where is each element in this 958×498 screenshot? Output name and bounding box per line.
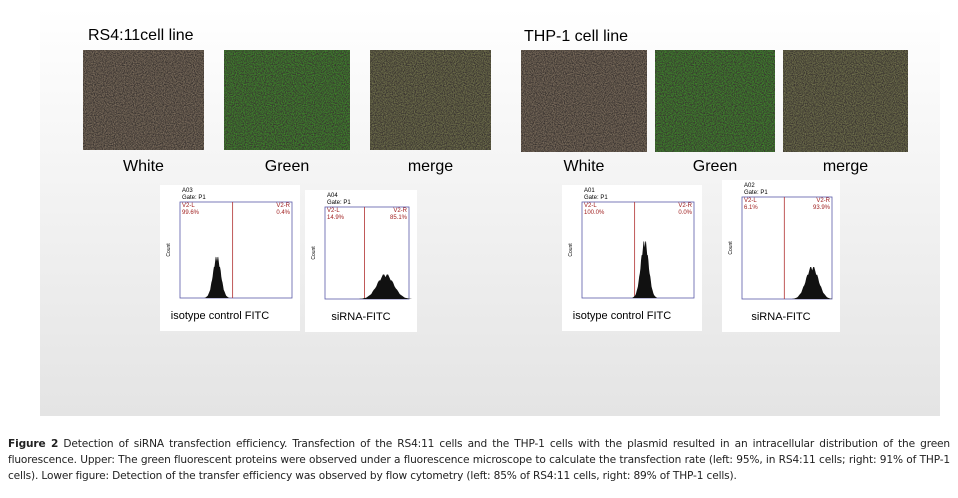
left-percent: 99.6% [182,210,200,216]
panel-gate: Gate: P1 [182,195,206,201]
figure-caption: Figure 2 Detection of siRNA transfection… [8,436,950,484]
panel-id: A01 [584,188,595,194]
histogram [792,267,832,299]
caption-label: Figure 2 [8,438,59,450]
left-region: V2-L [182,203,195,209]
left-title: RS4:11cell line [88,27,194,44]
micrograph [224,50,350,150]
panel-gate: Gate: P1 [584,195,608,201]
right-region: V2-R [276,203,290,209]
micrograph-label: merge [408,158,453,175]
right-percent: 93.9% [813,205,831,211]
micrograph [83,50,204,150]
micrograph [783,50,908,152]
micrograph-label: Green [693,158,737,175]
micrograph-label: White [123,158,164,175]
left-percent: 14.9% [327,215,345,221]
left-region: V2-L [744,198,757,204]
left-percent: 6.1% [744,205,758,211]
caption-text: Detection of siRNA transfection efficien… [8,438,950,482]
right-region: V2-R [393,208,407,214]
right-region: V2-R [816,198,830,204]
panel-caption: siRNA-FITC [331,311,390,323]
flow-panel-background [160,185,300,331]
right-percent: 0.0% [678,210,692,216]
flow-panel-background [562,185,702,331]
panel-id: A03 [182,188,193,194]
micrograph-label: White [564,158,605,175]
histogram [359,274,412,299]
left-region: V2-L [584,203,597,209]
panel-caption: siRNA-FITC [751,311,810,323]
panel-id: A02 [744,183,755,189]
left-percent: 100.0% [584,210,605,216]
plot-frame [741,196,833,300]
left-region: V2-L [327,208,340,214]
micrograph-label: Green [265,158,309,175]
histogram [632,241,658,298]
right-percent: 0.4% [276,210,290,216]
micrograph [655,50,775,152]
y-axis-label: Count [568,243,574,257]
right-title: THP-1 cell line [524,28,628,45]
flow-panel-background [305,190,417,332]
right-region: V2-R [678,203,692,209]
y-axis-label: Count [311,246,317,260]
histogram [204,256,230,298]
micrograph [521,50,647,152]
panel-gate: Gate: P1 [327,200,351,206]
panel-caption: isotype control FITC [573,310,671,322]
plot-frame [179,201,293,299]
right-percent: 85.1% [390,215,408,221]
panel-id: A04 [327,193,338,199]
y-axis-label: Count [728,241,734,255]
panel-caption: isotype control FITC [171,310,269,322]
figure: RS4:11cell line THP-1 cell line White Gre… [40,8,940,416]
micrograph [370,50,491,150]
y-axis-label: Count [166,243,172,257]
panel-gate: Gate: P1 [744,190,768,196]
micrograph-label: merge [823,158,868,175]
